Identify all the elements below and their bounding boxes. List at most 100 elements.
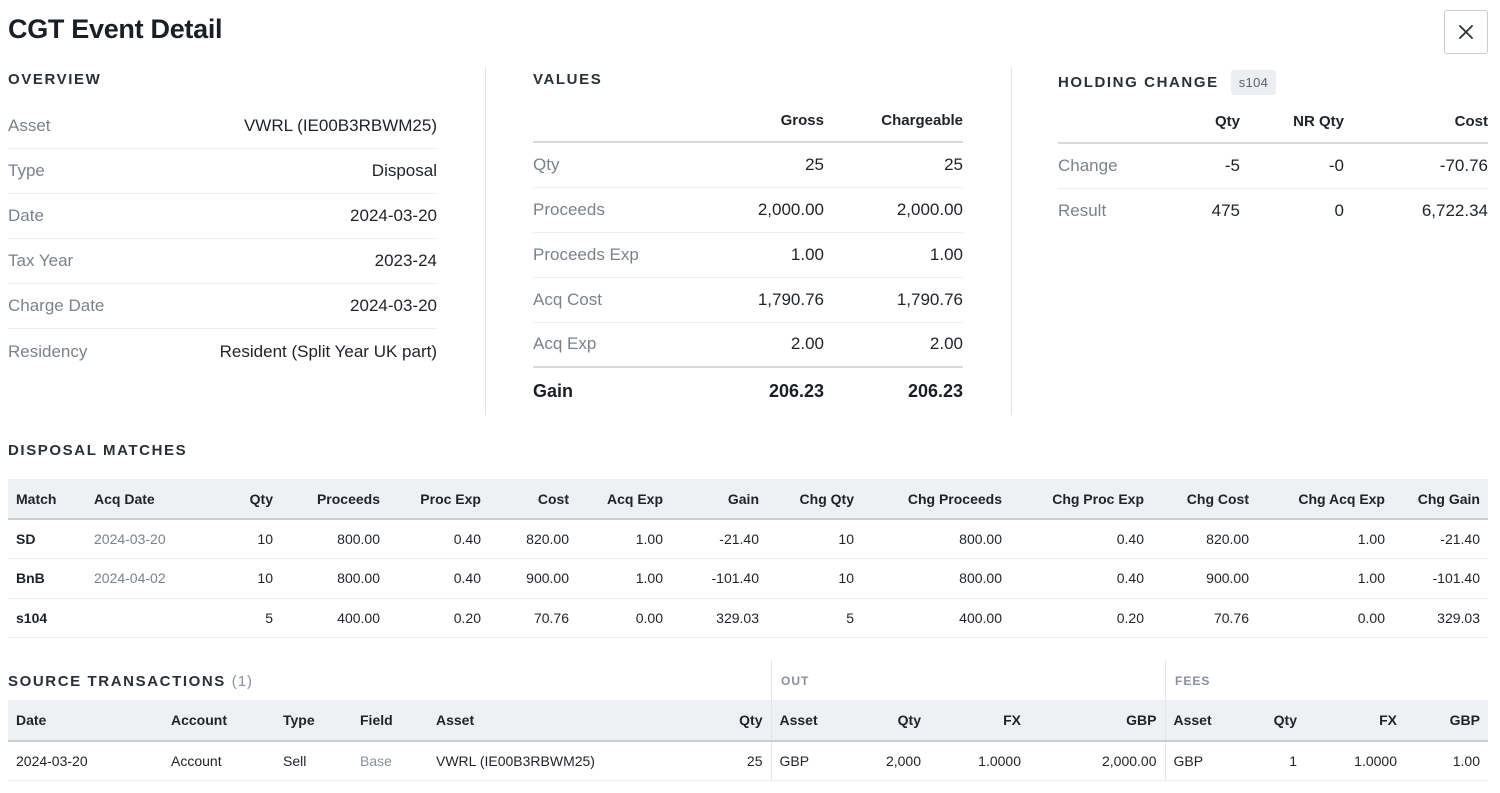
dm-col-proc-exp: Proc Exp xyxy=(388,479,489,520)
values-gross: 1.00 xyxy=(673,232,824,278)
overview-label: Asset xyxy=(8,116,51,135)
table-row[interactable]: s104 5 400.00 0.20 70.76 0.00 329.03 5 4… xyxy=(8,598,1488,638)
divider xyxy=(1165,660,1166,700)
st-col-out-fx: FX xyxy=(929,700,1029,742)
dm-col-acq-date: Acq Date xyxy=(86,479,191,520)
holding-row: Change -5 -0 -70.76 xyxy=(1058,143,1488,189)
holding-row: Result 475 0 6,722.34 xyxy=(1058,188,1488,233)
values-chargeable: 2.00 xyxy=(929,334,963,354)
holding-header-qty: Qty xyxy=(1138,112,1240,144)
dm-cell: 1.00 xyxy=(577,519,671,559)
st-cell: 2,000.00 xyxy=(1029,741,1165,781)
values-row: Proceeds 2,000.00 2,000.00 xyxy=(533,187,963,233)
table-row[interactable]: BnB 2024-04-02 10 800.00 0.40 900.00 1.0… xyxy=(8,558,1488,599)
dm-cell: 800.00 xyxy=(862,558,1010,599)
group-label-fees: FEES xyxy=(1175,674,1211,688)
st-col-date: Date xyxy=(8,700,163,742)
holding-title: HOLDING CHANGE xyxy=(1058,73,1219,91)
dm-col-chg-acq-exp: Chg Acq Exp xyxy=(1257,479,1393,520)
values-total-label: Gain xyxy=(533,366,673,415)
st-cell: 1.00 xyxy=(1405,741,1488,781)
overview-title: OVERVIEW xyxy=(8,71,102,88)
dm-col-chg-proceeds: Chg Proceeds xyxy=(862,479,1010,520)
dm-cell: -101.40 xyxy=(1393,558,1488,599)
values-gross: 1,790.76 xyxy=(673,277,824,323)
dm-col-qty: Qty xyxy=(191,479,281,520)
overview-value: Resident (Split Year UK part) xyxy=(219,341,437,361)
values-total-row: Gain 206.23 206.23 xyxy=(533,366,963,415)
dm-cell: 0.40 xyxy=(388,558,489,599)
values-gross: 2,000.00 xyxy=(673,187,824,233)
dm-cell xyxy=(86,598,191,638)
dm-col-chg-proc-exp: Chg Proc Exp xyxy=(1010,479,1152,520)
st-col-out-qty: Qty xyxy=(841,700,929,742)
values-panel: VALUES Gross Chargeable Qty 25 25 Procee… xyxy=(533,70,963,415)
holding-qty: -5 xyxy=(1138,143,1240,189)
values-table: Gross Chargeable Qty 25 25 Proceeds 2,00… xyxy=(533,111,963,415)
values-chargeable: 2,000.00 xyxy=(824,187,963,233)
dm-cell: 5 xyxy=(767,598,862,638)
dm-cell: 900.00 xyxy=(489,558,577,599)
values-chargeable: 25 xyxy=(824,142,963,188)
holding-qty: 475 xyxy=(1211,200,1240,220)
group-label-out: OUT xyxy=(781,674,810,688)
holding-header-label xyxy=(1058,112,1138,144)
close-icon xyxy=(1459,25,1473,39)
dm-cell: -101.40 xyxy=(671,558,767,599)
dm-cell: 0.00 xyxy=(1257,598,1393,638)
dm-col-gain: Gain xyxy=(671,479,767,520)
dm-col-acq-exp: Acq Exp xyxy=(577,479,671,520)
dm-cell: 0.20 xyxy=(1010,598,1152,638)
dm-cell: 10 xyxy=(191,558,281,599)
st-cell: 2024-03-20 xyxy=(8,741,163,781)
holding-change-panel: HOLDING CHANGE s104 Qty NR Qty Cost Chan… xyxy=(1058,68,1488,233)
divider xyxy=(1011,67,1012,415)
overview-label: Residency xyxy=(8,341,88,361)
dm-cell: 1.00 xyxy=(1257,519,1393,559)
dm-cell: 2024-03-20 xyxy=(86,519,191,559)
disposal-matches-table: Match Acq Date Qty Proceeds Proc Exp Cos… xyxy=(8,479,1488,638)
dm-cell: 329.03 xyxy=(671,598,767,638)
dm-cell: 70.76 xyxy=(1152,598,1257,638)
values-label: Qty xyxy=(533,142,673,188)
dm-cell: 10 xyxy=(191,519,281,559)
st-cell: VWRL (IE00B3RBWM25) xyxy=(428,741,628,781)
dm-cell: 800.00 xyxy=(281,519,388,559)
st-cell: GBP xyxy=(1164,741,1237,781)
source-transactions-title: SOURCE TRANSACTIONS (1) xyxy=(8,673,253,690)
table-row[interactable]: SD 2024-03-20 10 800.00 0.40 820.00 1.00… xyxy=(8,519,1488,559)
st-cell: 1 xyxy=(1237,741,1305,781)
overview-panel: OVERVIEW Asset VWRL (IE00B3RBWM25) Type … xyxy=(8,70,437,374)
dm-col-chg-gain: Chg Gain xyxy=(1393,479,1488,520)
overview-value: VWRL (IE00B3RBWM25) xyxy=(243,116,437,135)
table-row[interactable]: 2024-03-20 Account Sell Base VWRL (IE00B… xyxy=(8,741,1488,781)
overview-label: Type xyxy=(8,161,45,180)
values-label: Proceeds xyxy=(533,187,673,233)
dm-cell: -21.40 xyxy=(671,519,767,559)
overview-row-asset: Asset VWRL (IE00B3RBWM25) xyxy=(8,104,437,149)
close-button[interactable] xyxy=(1444,10,1488,54)
dm-cell: 0.40 xyxy=(388,519,489,559)
holding-label: Result xyxy=(1058,200,1107,220)
dm-cell: 2024-04-02 xyxy=(86,558,191,599)
values-row: Acq Exp 2.00 2.00 xyxy=(533,322,963,367)
st-cell: 1.0000 xyxy=(929,741,1029,781)
values-gross: 25 xyxy=(673,142,824,188)
dm-cell: s104 xyxy=(8,598,86,638)
overview-row-charge-date: Charge Date 2024-03-20 xyxy=(8,284,437,329)
st-col-fees-fx: FX xyxy=(1305,700,1405,742)
overview-value: Disposal xyxy=(371,161,437,180)
dm-cell: 800.00 xyxy=(281,558,388,599)
overview-row-type: Type Disposal xyxy=(8,149,437,194)
values-total-chargeable: 206.23 xyxy=(824,366,963,415)
page-title: CGT Event Detail xyxy=(8,14,223,44)
holding-cost: -70.76 xyxy=(1344,143,1488,189)
pool-badge: s104 xyxy=(1230,69,1277,95)
st-cell: 25 xyxy=(628,741,771,781)
st-col-fees-gbp: GBP xyxy=(1405,700,1488,742)
values-chargeable: 1,790.76 xyxy=(824,277,963,323)
values-header-chargeable: Chargeable xyxy=(824,111,963,143)
st-cell: Base xyxy=(352,741,428,781)
dm-cell: 1.00 xyxy=(577,558,671,599)
dm-col-chg-cost: Chg Cost xyxy=(1152,479,1257,520)
